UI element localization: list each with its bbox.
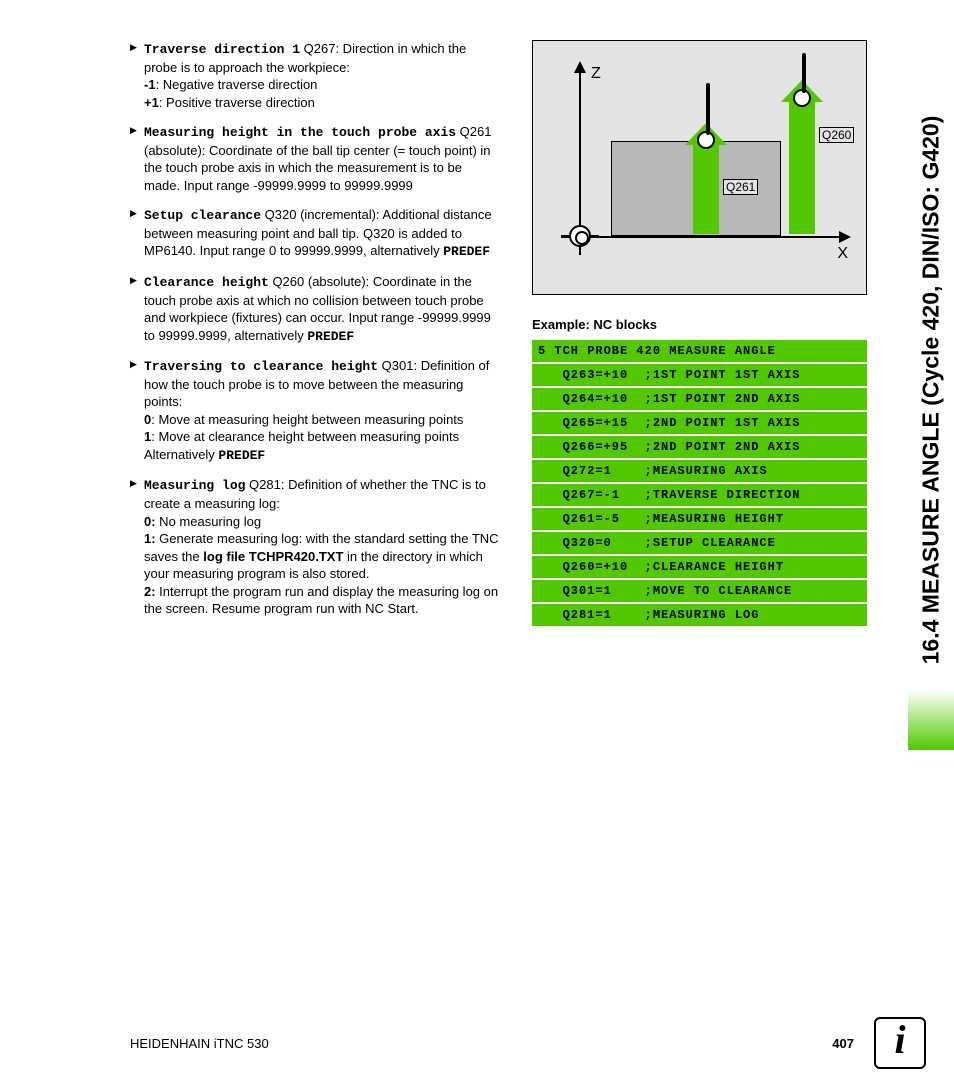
parameters-column: Traverse direction 1 Q267: Direction in … bbox=[130, 40, 500, 630]
nc-row: Q272=1 ;MEASURING AXIS bbox=[532, 459, 867, 483]
nc-row: Q267=-1 ;TRAVERSE DIRECTION bbox=[532, 483, 867, 507]
param-zero-text: No measuring log bbox=[156, 514, 262, 529]
parameter-list: Traverse direction 1 Q267: Direction in … bbox=[130, 40, 500, 618]
nc-row: Q260=+10 ;CLEARANCE HEIGHT bbox=[532, 555, 867, 579]
param-clearance-height: Clearance height Q260 (absolute): Coordi… bbox=[130, 273, 500, 345]
side-tab-gradient bbox=[908, 690, 954, 750]
probe-ball-1 bbox=[697, 131, 715, 149]
param-zero-key: 0: bbox=[144, 514, 156, 529]
param-log-file: log file TCHPR420.TXT bbox=[203, 549, 343, 564]
origin-symbol bbox=[569, 225, 591, 247]
nc-cell: Q261=-5 ;MEASURING HEIGHT bbox=[532, 507, 867, 531]
param-traversing-to-clearance: Traversing to clearance height Q301: Def… bbox=[130, 357, 500, 464]
nc-row: 5 TCH PROBE 420 MEASURE ANGLE bbox=[532, 340, 867, 363]
param-two-key: 2: bbox=[144, 584, 156, 599]
param-code: Q261 bbox=[456, 124, 491, 139]
param-code: Q301 bbox=[378, 358, 413, 373]
param-measuring-height: Measuring height in the touch probe axis… bbox=[130, 123, 500, 194]
param-measuring-log: Measuring log Q281: Definition of whethe… bbox=[130, 476, 500, 617]
param-zero-text: : Move at measuring height between measu… bbox=[151, 412, 463, 427]
param-code: Q320 bbox=[261, 207, 296, 222]
nc-cell: Q265=+15 ;2ND POINT 1ST AXIS bbox=[532, 411, 867, 435]
footer-page-number: 407 bbox=[832, 1036, 854, 1051]
param-code: Q267 bbox=[300, 41, 335, 56]
nc-row: Q281=1 ;MEASURING LOG bbox=[532, 603, 867, 627]
param-one-text: : Move at clearance height between measu… bbox=[151, 429, 459, 444]
nc-cell: Q320=0 ;SETUP CLEARANCE bbox=[532, 531, 867, 555]
param-code: Q281 bbox=[245, 477, 280, 492]
param-plus-key: +1 bbox=[144, 95, 159, 110]
nc-cell: Q267=-1 ;TRAVERSE DIRECTION bbox=[532, 483, 867, 507]
nc-cell: 5 TCH PROBE 420 MEASURE ANGLE bbox=[532, 340, 867, 363]
param-minus-text: : Negative traverse direction bbox=[156, 77, 318, 92]
nc-cell: Q301=1 ;MOVE TO CLEARANCE bbox=[532, 579, 867, 603]
nc-row: Q301=1 ;MOVE TO CLEARANCE bbox=[532, 579, 867, 603]
nc-cell: Q272=1 ;MEASURING AXIS bbox=[532, 459, 867, 483]
param-term: Traverse direction 1 bbox=[144, 42, 300, 57]
page: Traverse direction 1 Q267: Direction in … bbox=[0, 0, 954, 1091]
param-term: Clearance height bbox=[144, 275, 269, 290]
param-alt-prefix: Alternatively bbox=[144, 447, 218, 462]
arrow-q261 bbox=[693, 139, 719, 234]
info-icon-glyph: i bbox=[874, 1017, 926, 1069]
nc-cell: Q281=1 ;MEASURING LOG bbox=[532, 603, 867, 627]
footer-product: HEIDENHAIN iTNC 530 bbox=[130, 1036, 269, 1051]
param-alt: PREDEF bbox=[307, 329, 354, 344]
figure-column: Z X Q261 Q260 Example: NC blocks 5 TCH P… bbox=[532, 40, 867, 630]
section-side-tab: 16.4 MEASURE ANGLE (Cycle 420, DIN/ISO: … bbox=[908, 30, 954, 750]
arrow-q260 bbox=[789, 96, 815, 234]
page-footer: HEIDENHAIN iTNC 530 407 bbox=[130, 1036, 854, 1051]
label-q261: Q261 bbox=[723, 179, 758, 195]
param-code: Q260 bbox=[269, 274, 304, 289]
x-axis-label: X bbox=[837, 245, 848, 263]
nc-row: Q266=+95 ;2ND POINT 2ND AXIS bbox=[532, 435, 867, 459]
nc-row: Q264=+10 ;1ST POINT 2ND AXIS bbox=[532, 387, 867, 411]
nc-row: Q265=+15 ;2ND POINT 1ST AXIS bbox=[532, 411, 867, 435]
example-heading: Example: NC blocks bbox=[532, 317, 867, 332]
info-icon: i bbox=[874, 1017, 926, 1069]
section-title: 16.4 MEASURE ANGLE (Cycle 420, DIN/ISO: … bbox=[918, 116, 945, 665]
param-body: (absolute): Coordinate of the ball tip c… bbox=[144, 143, 491, 193]
x-axis-line bbox=[561, 236, 849, 238]
param-minus-key: -1 bbox=[144, 77, 156, 92]
param-plus-text: : Positive traverse direction bbox=[159, 95, 315, 110]
param-term: Measuring log bbox=[144, 478, 245, 493]
nc-cell: Q263=+10 ;1ST POINT 1ST AXIS bbox=[532, 363, 867, 387]
param-setup-clearance: Setup clearance Q320 (incremental): Addi… bbox=[130, 206, 500, 261]
param-traverse-direction: Traverse direction 1 Q267: Direction in … bbox=[130, 40, 500, 111]
param-alt: PREDEF bbox=[443, 244, 490, 259]
z-axis-label: Z bbox=[591, 65, 601, 83]
nc-blocks-table: 5 TCH PROBE 420 MEASURE ANGLE Q263=+10 ;… bbox=[532, 340, 867, 628]
two-column-layout: Traverse direction 1 Q267: Direction in … bbox=[130, 40, 914, 630]
nc-cell: Q266=+95 ;2ND POINT 2ND AXIS bbox=[532, 435, 867, 459]
param-term: Traversing to clearance height bbox=[144, 359, 378, 374]
clearance-diagram: Z X Q261 Q260 bbox=[532, 40, 867, 295]
param-alt: PREDEF bbox=[218, 448, 265, 463]
param-term: Setup clearance bbox=[144, 208, 261, 223]
nc-cell: Q260=+10 ;CLEARANCE HEIGHT bbox=[532, 555, 867, 579]
label-q260: Q260 bbox=[819, 127, 854, 143]
nc-cell: Q264=+10 ;1ST POINT 2ND AXIS bbox=[532, 387, 867, 411]
param-two-text: Interrupt the program run and display th… bbox=[144, 584, 498, 617]
probe-ball-2 bbox=[793, 89, 811, 107]
param-term: Measuring height in the touch probe axis bbox=[144, 125, 456, 140]
nc-row: Q263=+10 ;1ST POINT 1ST AXIS bbox=[532, 363, 867, 387]
nc-row: Q320=0 ;SETUP CLEARANCE bbox=[532, 531, 867, 555]
param-one-key: 1: bbox=[144, 531, 156, 546]
nc-row: Q261=-5 ;MEASURING HEIGHT bbox=[532, 507, 867, 531]
